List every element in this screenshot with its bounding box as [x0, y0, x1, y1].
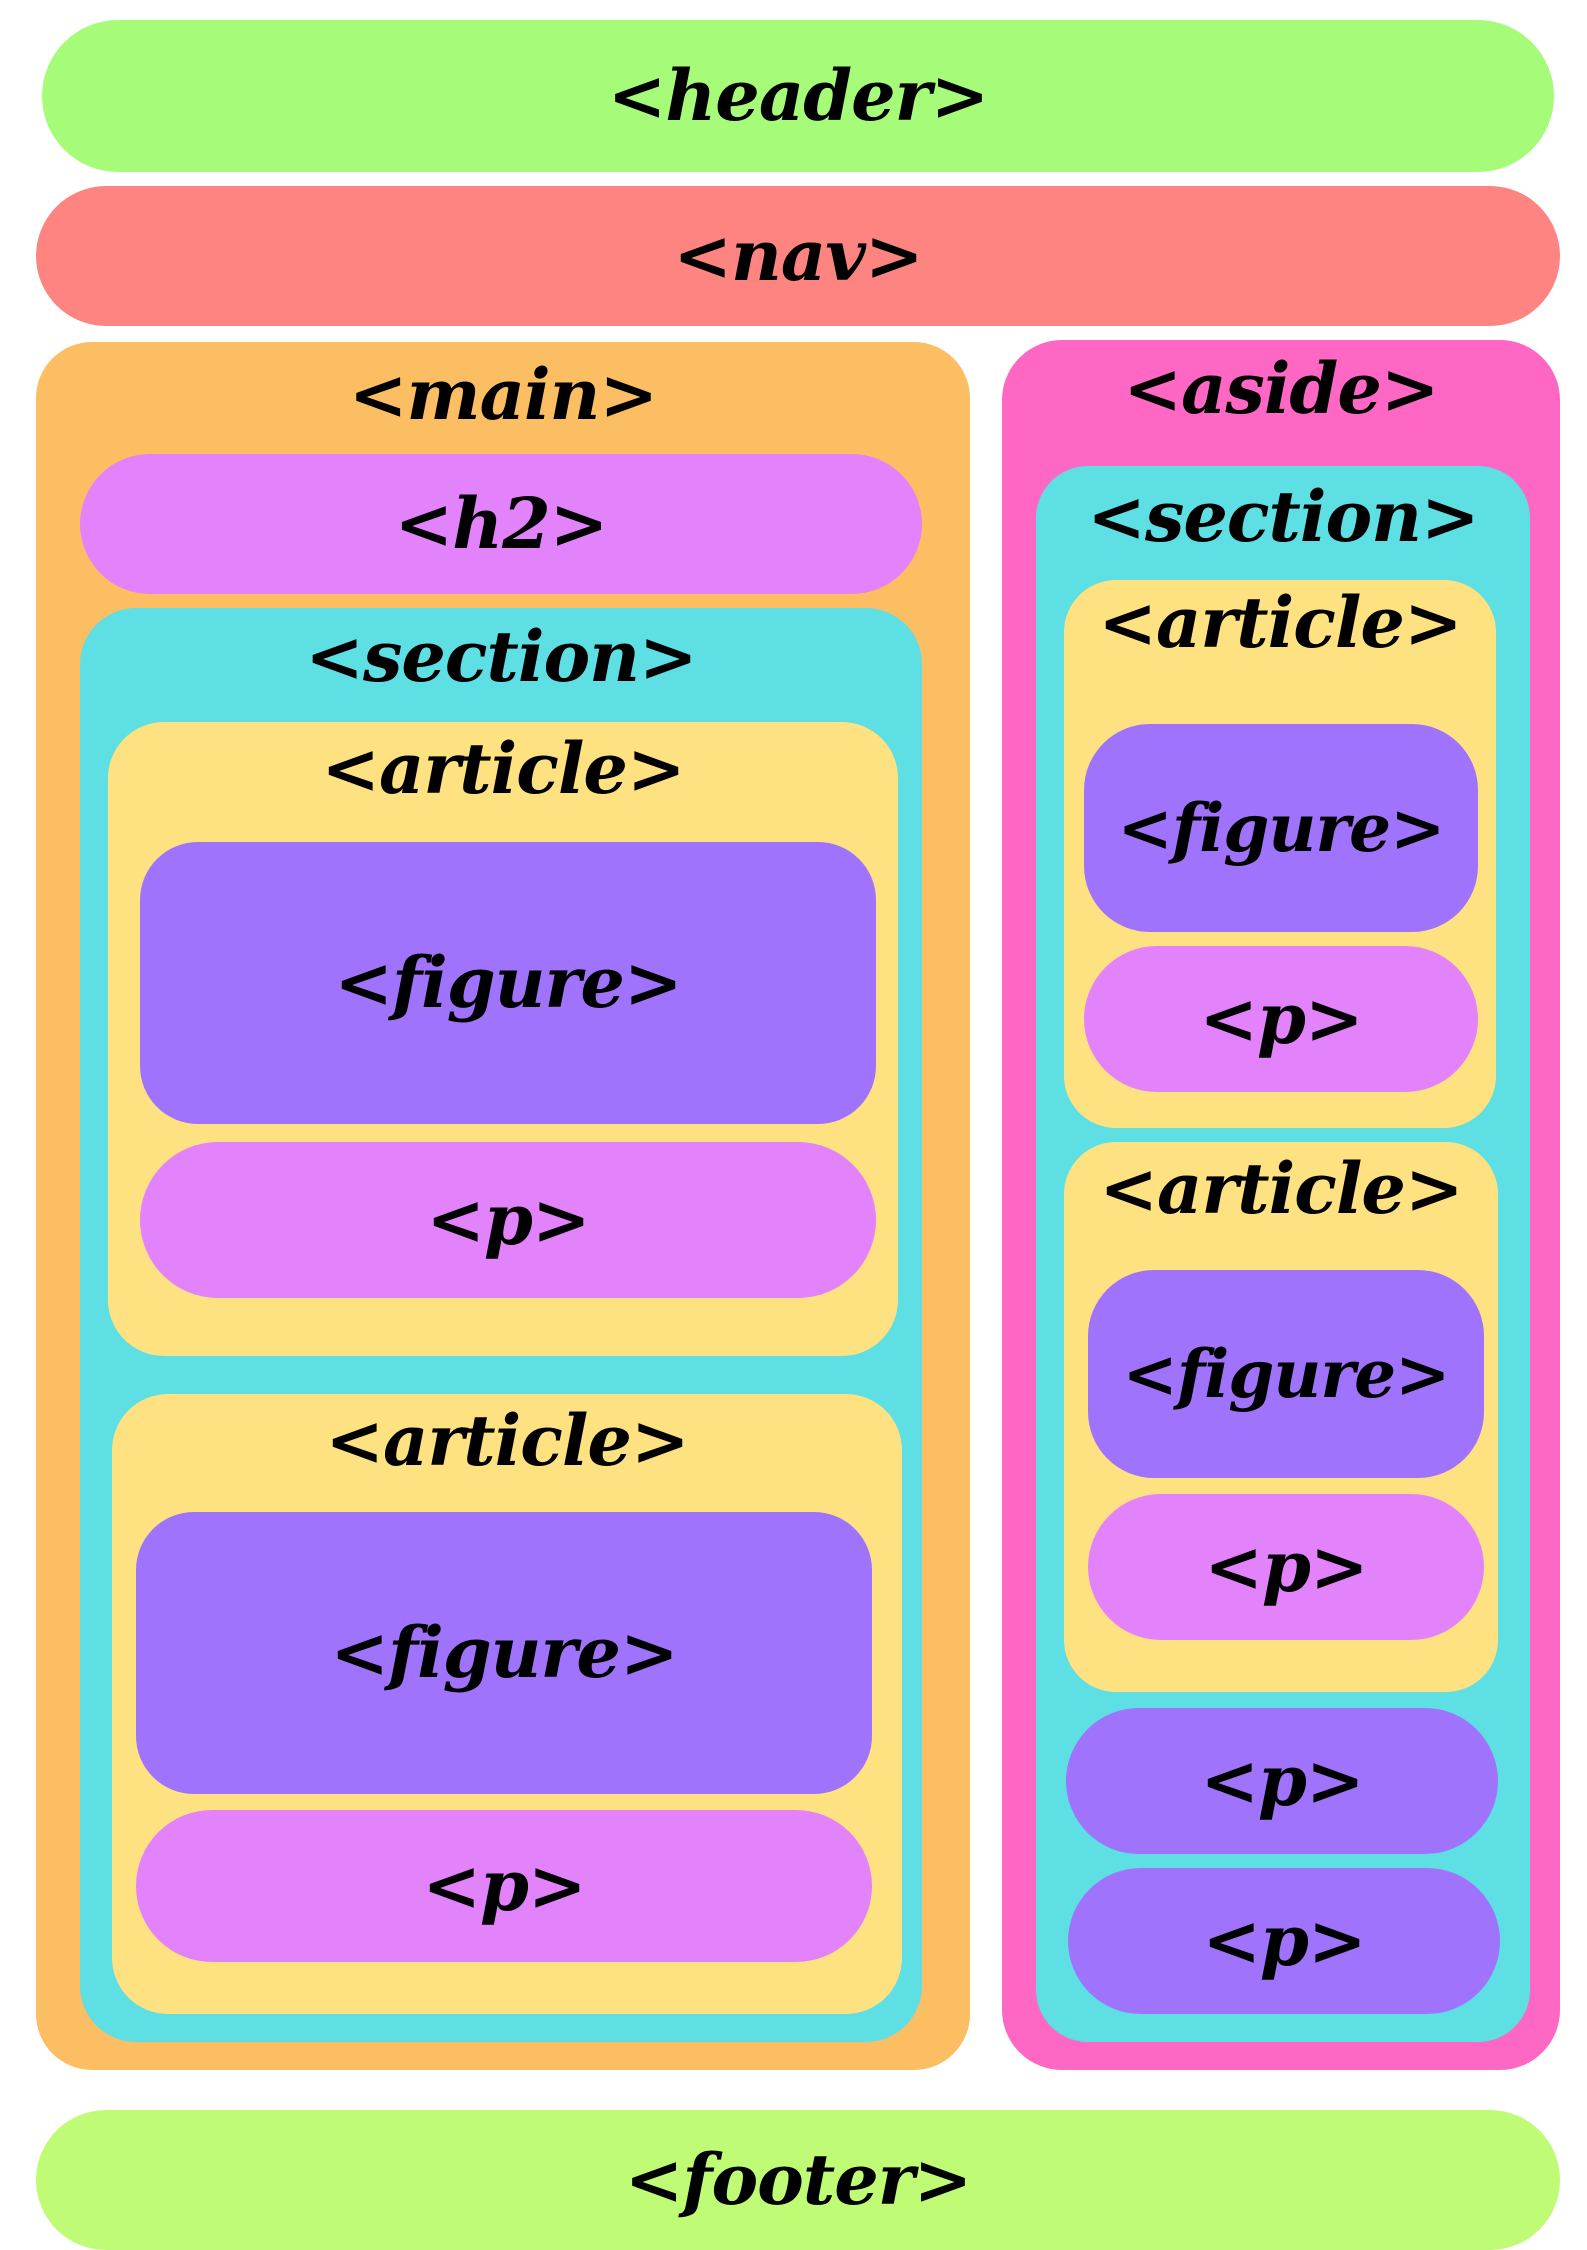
main-section-label: <section>	[305, 615, 697, 698]
aside-article-2-figure-label: <figure>	[1122, 1335, 1451, 1413]
aside-article-2-p-label: <p>	[1204, 1525, 1368, 1608]
main-article-2-label: <article>	[325, 1399, 689, 1482]
main-article-2-figure-label: <figure>	[330, 1611, 678, 1694]
main-article-1-label: <article>	[321, 727, 685, 810]
main-h2-label: <h2>	[394, 482, 609, 565]
header-label: <header>	[607, 54, 989, 137]
aside-p-1: <p>	[1066, 1708, 1498, 1854]
aside-article-2-figure: <figure>	[1088, 1270, 1484, 1478]
main-article-1-figure: <figure>	[140, 842, 876, 1124]
main-article-2-p: <p>	[136, 1810, 872, 1962]
main-article-1-p: <p>	[140, 1142, 876, 1298]
nav-block: <nav>	[36, 186, 1560, 326]
aside-article-1-figure: <figure>	[1084, 724, 1478, 932]
nav-label: <nav>	[673, 214, 923, 297]
main-h2-block: <h2>	[80, 454, 922, 594]
aside-article-1-p-label: <p>	[1199, 977, 1363, 1060]
aside-article-2-p: <p>	[1088, 1494, 1484, 1640]
aside-p-2-label: <p>	[1202, 1899, 1366, 1982]
footer-block: <footer>	[36, 2110, 1560, 2250]
aside-p-1-label: <p>	[1200, 1739, 1364, 1822]
main-article-1-p-label: <p>	[426, 1178, 590, 1261]
aside-p-2: <p>	[1068, 1868, 1500, 2014]
aside-article-1-p: <p>	[1084, 946, 1478, 1092]
main-label: <main>	[348, 353, 658, 436]
main-article-2-figure: <figure>	[136, 1512, 872, 1794]
header-block: <header>	[42, 20, 1554, 172]
main-article-2-p-label: <p>	[422, 1844, 586, 1927]
aside-section-label: <section>	[1087, 475, 1479, 558]
main-article-1-figure-label: <figure>	[334, 941, 682, 1024]
aside-article-1-label: <article>	[1098, 581, 1462, 664]
aside-article-2-label: <article>	[1099, 1147, 1463, 1230]
aside-label: <aside>	[1123, 347, 1439, 430]
footer-label: <footer>	[624, 2138, 973, 2221]
aside-article-1-figure-label: <figure>	[1117, 789, 1446, 867]
